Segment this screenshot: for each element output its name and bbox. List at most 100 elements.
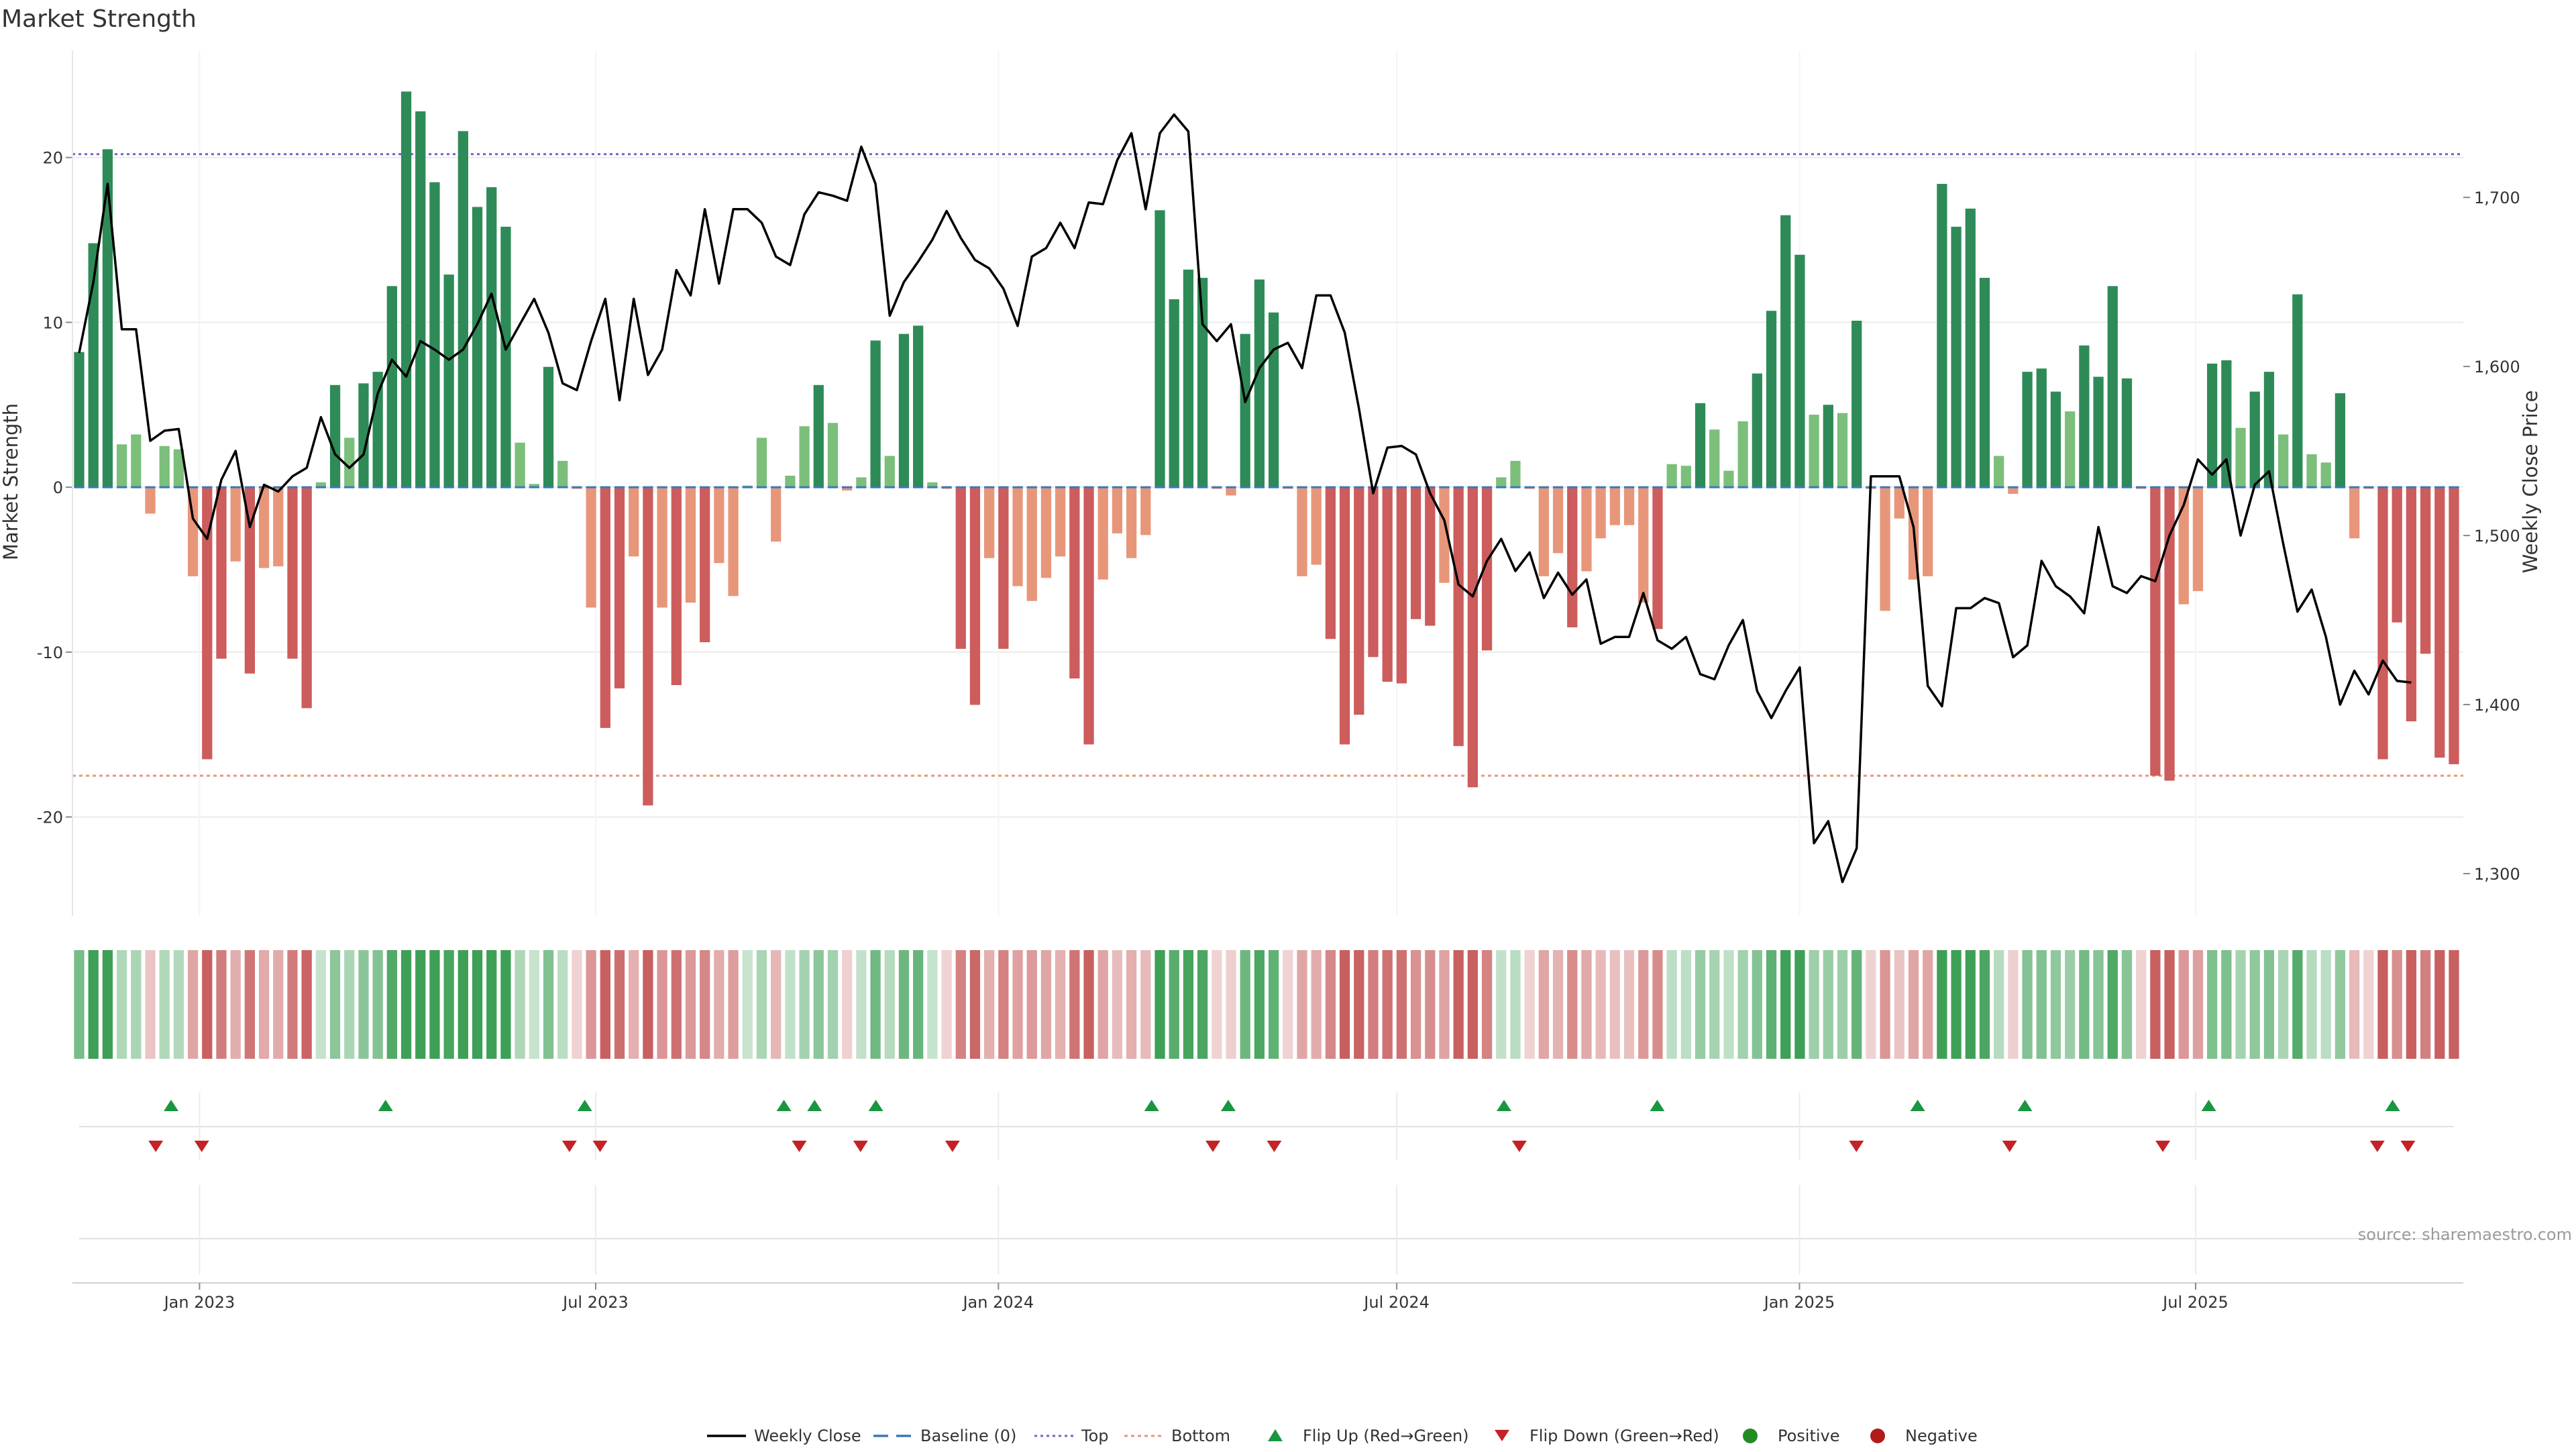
strength-bar-negative — [2164, 487, 2175, 781]
strength-bar-negative — [2008, 487, 2019, 494]
heat-cell — [913, 950, 924, 1059]
flip-up-marker — [807, 1100, 822, 1111]
heat-cell — [884, 950, 895, 1059]
heat-cell — [1481, 950, 1493, 1059]
strength-bar-positive — [1951, 226, 1962, 488]
strength-bar-negative — [1097, 487, 1108, 580]
strength-bar-negative — [1226, 487, 1236, 496]
strength-bar-negative — [1623, 487, 1635, 525]
heat-cell — [1212, 950, 1222, 1059]
strength-bar-negative — [1354, 487, 1364, 715]
legend-label: Weekly Close — [754, 1427, 861, 1445]
strength-bar-positive — [1510, 460, 1521, 488]
negative-legend-icon — [1870, 1429, 1885, 1443]
heat-cell — [1823, 950, 1833, 1059]
flip-up-marker — [2385, 1100, 2400, 1111]
weekly-close-line — [78, 113, 2412, 884]
heat-cell — [2363, 950, 2374, 1059]
strength-bar-negative — [1112, 487, 1123, 533]
left-tick-label: 10 — [42, 313, 63, 332]
heat-cell — [500, 950, 511, 1059]
strength-bar-negative — [1140, 487, 1151, 535]
strength-bar-positive — [1794, 254, 1805, 488]
strength-bar-negative — [1439, 487, 1450, 583]
strength-bar-positive — [1240, 333, 1250, 488]
right-axis-title: Weekly Close Price — [2519, 391, 2542, 574]
strength-bar-positive — [1809, 415, 1819, 488]
strength-bar-negative — [700, 487, 710, 643]
heat-cell — [1794, 950, 1805, 1059]
strength-bar-positive — [2065, 411, 2076, 488]
heat-cell — [1311, 950, 1322, 1059]
heat-cell — [1752, 950, 1762, 1059]
strength-bar-negative — [1923, 487, 1933, 576]
heat-cell — [2164, 950, 2175, 1059]
strength-heat-strip — [74, 950, 2459, 1059]
heat-cell — [1425, 950, 1436, 1059]
heat-cell — [1595, 950, 1606, 1059]
strength-bars — [74, 91, 2459, 806]
strength-bar-positive — [2207, 363, 2218, 488]
heat-cell — [1240, 950, 1250, 1059]
heat-cell — [1140, 950, 1151, 1059]
strength-bar-positive — [756, 437, 767, 488]
heat-cell — [1510, 950, 1521, 1059]
heat-cell — [88, 950, 99, 1059]
heat-cell — [870, 950, 881, 1059]
strength-bar-negative — [273, 487, 284, 567]
strength-bar-positive — [1680, 466, 1691, 488]
strength-bar-positive — [1994, 456, 2004, 488]
strength-bar-negative — [1552, 487, 1564, 554]
strength-bar-negative — [728, 487, 739, 597]
strength-bar-negative — [287, 487, 298, 659]
flip-down-marker — [592, 1141, 608, 1152]
heat-cell — [2235, 950, 2246, 1059]
heat-cell — [2434, 950, 2445, 1059]
strength-bar-negative — [1410, 487, 1421, 619]
heat-cell — [898, 950, 910, 1059]
strength-bar-positive — [486, 187, 497, 488]
heat-cell — [273, 950, 284, 1059]
strength-bar-positive — [1197, 278, 1208, 488]
strength-bar-positive — [898, 333, 910, 488]
heat-cell — [1609, 950, 1620, 1059]
heat-cell — [2263, 950, 2275, 1059]
left-tick-label: 0 — [53, 478, 63, 497]
legend-item: Flip Up (Red→Green) — [1268, 1427, 1469, 1445]
right-tick-label: 1,500 — [2474, 527, 2520, 546]
heat-cell — [230, 950, 241, 1059]
heat-cell — [1382, 950, 1393, 1059]
heat-cell — [1979, 950, 1990, 1059]
strength-bar-negative — [1126, 487, 1137, 558]
heat-cell — [2150, 950, 2161, 1059]
heat-cell — [1155, 950, 1165, 1059]
flip-down-marker — [148, 1141, 164, 1152]
heat-cell — [2178, 950, 2189, 1059]
strength-bar-negative — [600, 487, 610, 728]
strength-bar-negative — [1396, 487, 1407, 684]
heat-cell — [2306, 950, 2317, 1059]
legend-label: Flip Down (Green→Red) — [1529, 1427, 1719, 1445]
heat-cell — [1994, 950, 2004, 1059]
heat-cell — [386, 950, 397, 1059]
heat-cell — [2392, 950, 2402, 1059]
heat-cell — [1951, 950, 1962, 1059]
strength-bar-positive — [1979, 278, 1990, 488]
heat-cell — [1894, 950, 1904, 1059]
heat-cell — [458, 950, 468, 1059]
legend-item: Baseline (0) — [873, 1427, 1016, 1445]
heat-cell — [1439, 950, 1450, 1059]
flip-up-marker — [776, 1100, 792, 1111]
strength-bar-positive — [2306, 454, 2317, 488]
heat-cell — [756, 950, 767, 1059]
heat-cell — [400, 950, 412, 1059]
x-tick-label: Jul 2024 — [1362, 1293, 1430, 1312]
strength-bar-negative — [2420, 487, 2431, 654]
flip-down-marker — [1205, 1141, 1221, 1152]
strength-bar-negative — [1538, 487, 1549, 576]
strength-bar-positive — [2235, 427, 2246, 488]
heat-cell — [586, 950, 596, 1059]
heat-cell — [145, 950, 156, 1059]
flip-up-marker — [2017, 1100, 2033, 1111]
